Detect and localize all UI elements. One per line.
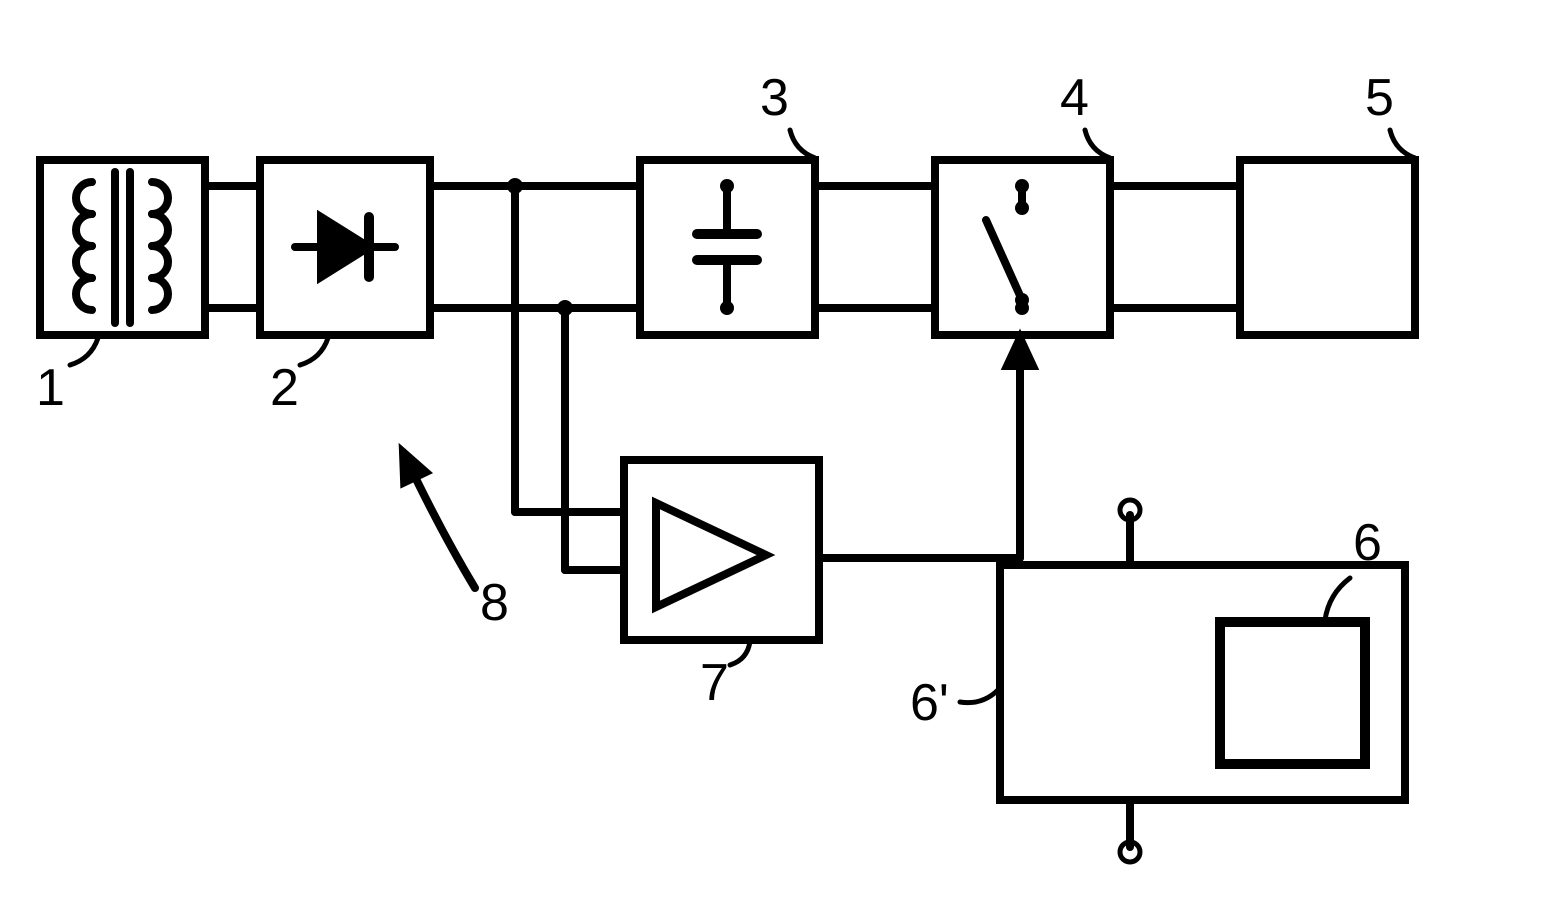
svg-text:5: 5	[1365, 69, 1394, 127]
svg-text:6': 6'	[910, 674, 949, 732]
svg-text:4: 4	[1060, 69, 1089, 127]
svg-text:6: 6	[1353, 514, 1382, 572]
block-diagram: 1 2 3 4 5 7 6' 6 8	[0, 0, 1560, 904]
svg-text:1: 1	[36, 359, 65, 417]
svg-text:8: 8	[480, 574, 509, 632]
svg-text:2: 2	[270, 359, 299, 417]
diagram-svg: 1 2 3 4 5 7 6' 6 8	[0, 0, 1560, 904]
svg-text:7: 7	[700, 654, 729, 712]
svg-text:3: 3	[760, 69, 789, 127]
